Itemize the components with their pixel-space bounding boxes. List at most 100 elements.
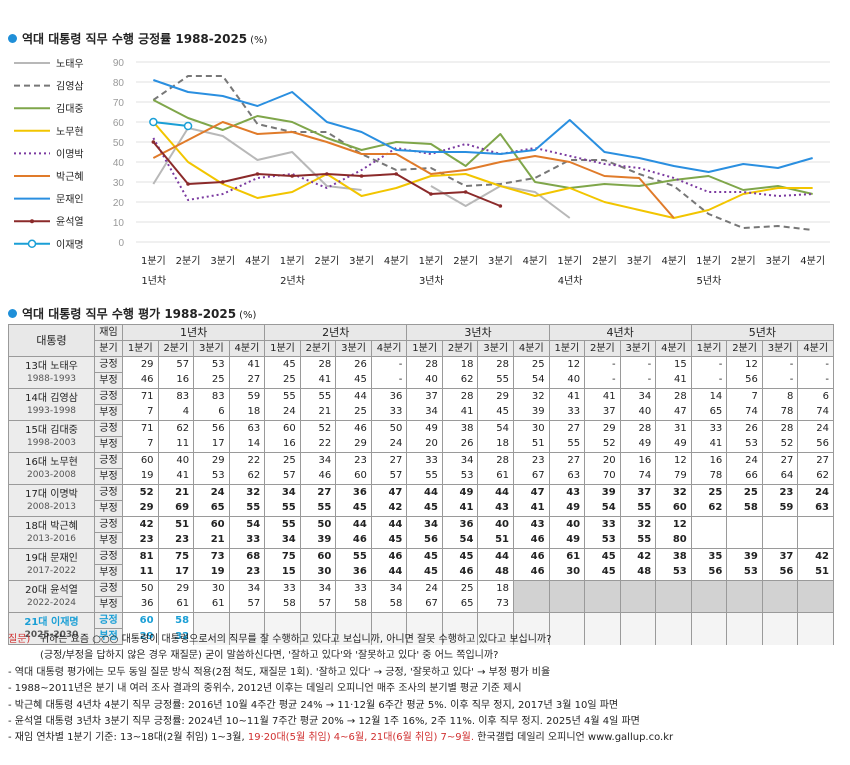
value-cell: 27	[797, 452, 834, 469]
value-cell: 25	[264, 372, 301, 389]
value-cell: 28	[477, 356, 515, 373]
value-cell: 65	[690, 404, 728, 421]
legend-marker	[27, 239, 37, 249]
president-name-cell: 17대 이명박 2008-2013	[8, 484, 95, 517]
value-cell: 29	[122, 356, 159, 373]
value-cell: 6	[193, 404, 230, 421]
positive-label: 긍정	[94, 452, 123, 469]
value-cell: 12	[655, 452, 692, 469]
value-cell: 74	[797, 404, 834, 421]
president-term-years: 2003-2008	[26, 469, 77, 480]
value-cell: 57	[370, 468, 408, 485]
value-cell	[619, 596, 657, 613]
value-cell: 58	[157, 612, 195, 629]
series-line	[152, 75, 813, 231]
value-cell: 11	[157, 436, 195, 453]
approval-table: 대통령 재임 1년차 2년차 3년차 4년차 5년차 분기 1분기 2분기 3분기 4…	[8, 324, 835, 645]
value-cell	[690, 532, 728, 549]
value-cell	[655, 580, 692, 597]
value-cell: 24	[797, 420, 834, 437]
note-line: - 1988~2011년은 분기 내 여러 조사 결과의 중위수, 2012년 …	[8, 683, 522, 695]
x-tick-label: 4분기	[661, 255, 686, 267]
value-cell: 21	[193, 532, 230, 549]
data-point	[290, 174, 294, 178]
value-cell: 60	[299, 548, 337, 565]
year-header: 3년차	[406, 324, 550, 341]
value-cell: 59	[228, 388, 266, 405]
table-row: 19대 문재인 2017-2022 긍정 81 75 73 68 75 60 55 46 45 45 44…	[8, 548, 834, 581]
value-cell: 45	[406, 564, 443, 581]
quarter-header: 1분기	[690, 340, 728, 357]
data-point	[498, 204, 503, 208]
value-cell: -	[690, 372, 728, 389]
value-cell: 44	[335, 516, 372, 533]
value-cell: 23	[761, 484, 799, 501]
value-cell: 27	[548, 452, 586, 469]
header-term: 재임	[94, 324, 123, 341]
value-cell: 23	[122, 532, 159, 549]
value-cell	[761, 628, 799, 645]
value-cell: 48	[619, 564, 657, 581]
value-cell: 41	[690, 436, 728, 453]
value-cell: -	[370, 372, 408, 389]
quarter-header: 4분기	[513, 340, 550, 357]
value-cell: 62	[797, 468, 834, 485]
x-tick-label: 2분기	[592, 255, 617, 267]
value-cell: 54	[441, 532, 479, 549]
president-name-cell: 19대 문재인 2017-2022	[8, 548, 95, 581]
year-header: 5년차	[690, 324, 835, 341]
value-cell: 28	[655, 388, 692, 405]
approval-line-chart: 0 10 20 30 40 50 60 70 80 90 노태우김영삼김대중노무현이명박박근혜문재…	[14, 58, 830, 287]
value-cell: 45	[406, 500, 443, 517]
value-cell: 53	[193, 468, 230, 485]
value-cell: 38	[441, 420, 479, 437]
value-cell	[477, 612, 515, 629]
value-cell: 46	[335, 532, 372, 549]
value-cell: 27	[548, 420, 586, 437]
value-cell: 49	[619, 436, 657, 453]
value-cell: 24	[797, 484, 834, 501]
value-cell: 55	[477, 372, 515, 389]
value-cell	[513, 596, 550, 613]
value-cell	[726, 580, 763, 597]
y-tick-label: 20	[113, 198, 125, 209]
president-name: 13대 노태우	[25, 360, 78, 372]
table-row: 21대 이재명 2025-2030 긍정 60 58	[8, 612, 834, 645]
table-row: 부정 29 69 65 55 55 55 45 42 45 41 43 41 49 54 55 60 62 58 59…	[9, 500, 834, 517]
quarter-header: 3분기	[335, 340, 372, 357]
value-cell: 46	[299, 468, 337, 485]
value-cell: 34	[406, 404, 443, 421]
value-cell: 60	[655, 500, 692, 517]
x-tick-label: 3분기	[766, 255, 791, 267]
value-cell: 41	[299, 372, 337, 389]
table-row: 13대 노태우 1988-1993 긍정 29 57 53 41 45 28 26-28 18 28 2…	[8, 356, 834, 389]
value-cell: 41	[513, 500, 550, 517]
value-cell	[584, 580, 621, 597]
value-cell: 44	[477, 484, 515, 501]
quarter-header: 1분기	[264, 340, 301, 357]
question-line: 질문) 귀하는 요즘 ○○○ 대통령이 대통령으로서의 직무를 잘 수행하고 있…	[8, 632, 844, 648]
x-tick-label: 2분기	[314, 255, 339, 267]
value-cell: 49	[548, 500, 586, 517]
value-cell: 36	[441, 516, 479, 533]
table-row: 부정 19 41 53 62 57 46 60 57 55 53 61 67 63 70 74 79 78 66 64…	[9, 468, 834, 485]
value-cell: 41	[157, 468, 195, 485]
value-cell	[584, 628, 621, 645]
value-cell: 55	[548, 436, 586, 453]
quarter-header: 4분기	[655, 340, 692, 357]
negative-label: 부정	[94, 436, 123, 453]
y-tick-label: 90	[113, 58, 125, 69]
value-cell: 37	[584, 404, 621, 421]
value-cell: 17	[193, 436, 230, 453]
x-tick-label: 3분기	[210, 255, 235, 267]
value-cell: 16	[619, 452, 657, 469]
president-name-cell: 13대 노태우 1988-1993	[8, 356, 95, 389]
value-cell: 32	[228, 484, 266, 501]
value-cell: 39	[584, 484, 621, 501]
value-cell	[548, 612, 586, 629]
value-cell: 55	[299, 388, 337, 405]
value-cell: 12	[655, 516, 692, 533]
president-term-years: 2017-2022	[26, 565, 77, 576]
value-cell: 63	[548, 468, 586, 485]
value-cell: 58	[335, 596, 372, 613]
